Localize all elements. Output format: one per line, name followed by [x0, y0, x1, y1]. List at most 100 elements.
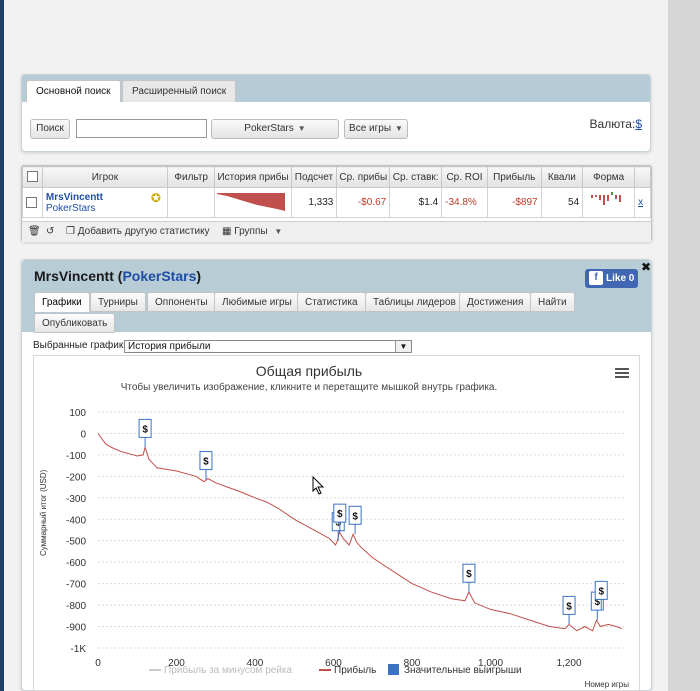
stats-panel: Игрок Фильтр История прибы Подсчет Ср. п… — [21, 165, 652, 242]
col-form[interactable]: Форма — [582, 166, 636, 188]
tab-basic-search[interactable]: Основной поиск — [26, 80, 121, 102]
avg-stake-cell: $1.4 — [389, 187, 443, 218]
tab-tournaments[interactable]: Турниры — [90, 292, 146, 312]
chevron-down-icon: ▼ — [274, 227, 283, 236]
tab-advanced-search[interactable]: Расширенный поиск — [122, 80, 237, 102]
mouse-cursor-icon — [312, 476, 325, 495]
facebook-icon: f — [589, 271, 603, 285]
big-win-flag — [462, 563, 476, 583]
add-stats-button[interactable]: ❐ Добавить другую статистику — [66, 226, 210, 237]
y-tick-label: -800 — [66, 601, 86, 612]
big-win-dollar-icon: $ — [352, 511, 358, 522]
big-win-flag — [333, 503, 347, 523]
profit-chart-svg[interactable]: Общая прибыль Чтобы увеличить изображени… — [34, 356, 639, 690]
col-count[interactable]: Подсчет — [290, 166, 338, 188]
col-qualification[interactable]: Квали — [540, 166, 584, 188]
hamburger-menu-icon[interactable] — [615, 368, 629, 378]
big-win-dollar-icon: $ — [598, 586, 604, 597]
y-tick-label: -100 — [66, 451, 86, 462]
chart-legend: Прибыль за минусом рейка Прибыль Значите… — [149, 664, 522, 676]
tab-graphs[interactable]: Графики — [34, 292, 90, 312]
games-select-value: Все игры — [349, 123, 392, 134]
table-row: MrsVincentt PokerStars ✪ 1,333 -$0.67 $1… — [22, 187, 651, 218]
right-scroll-track[interactable] — [668, 0, 700, 691]
col-profit[interactable]: Прибыль — [486, 166, 542, 188]
form-chart — [591, 192, 622, 205]
row-checkbox[interactable] — [26, 196, 37, 208]
copy-icon: ❐ — [66, 226, 75, 237]
big-win-dollar-icon: $ — [337, 509, 343, 520]
tab-publish[interactable]: Опубликовать — [34, 313, 116, 333]
count-cell: 1,333 — [290, 187, 338, 218]
site-select[interactable]: PokerStars ▼ — [211, 119, 339, 139]
stats-footer: 🗑 ↺ ❐ Добавить другую статистику ▦ Групп… — [22, 221, 651, 242]
tab-leaderboards[interactable]: Таблицы лидеров — [365, 292, 464, 312]
select-all-checkbox-cell — [22, 166, 43, 188]
col-avg-roi[interactable]: Ср. ROI — [441, 166, 488, 188]
search-input[interactable] — [76, 119, 207, 138]
x-tick-label: 200 — [168, 658, 185, 669]
col-profit-history[interactable]: История прибы — [214, 166, 292, 188]
form-cell — [582, 187, 636, 218]
avg-roi-cell: -34.8% — [441, 187, 488, 218]
tab-statistics[interactable]: Статистика — [297, 292, 366, 312]
x-tick-labels: 0 200 400 600 800 1,000 1,200 — [95, 658, 582, 669]
profit-history-cell — [214, 187, 292, 218]
big-win-flag — [348, 505, 362, 525]
stats-table: Игрок Фильтр История прибы Подсчет Ср. п… — [22, 166, 651, 218]
col-avg-stake[interactable]: Ср. ставк: — [389, 166, 443, 188]
x-tick-label: 800 — [404, 658, 421, 669]
legend-item-profit[interactable]: Прибыль — [334, 664, 376, 676]
player-card: MrsVincentt (PokerStars) f Like 0 ✖ Графи… — [21, 259, 652, 691]
table-header-row: Игрок Фильтр История прибы Подсчет Ср. п… — [22, 166, 651, 188]
tab-achievements[interactable]: Достижения — [459, 292, 532, 312]
remove-cell: x — [634, 187, 651, 218]
profit-chart[interactable]: Общая прибыль Чтобы увеличить изображени… — [33, 355, 640, 691]
avg-profit-cell: -$0.67 — [336, 187, 391, 218]
remove-row-link[interactable]: x — [638, 197, 644, 208]
trash-icon[interactable]: 🗑 — [28, 226, 41, 237]
chevron-down-icon: ▼ — [297, 124, 306, 133]
player-card-header: MrsVincentt (PokerStars) f Like 0 ✖ Графи… — [22, 260, 652, 333]
refresh-icon[interactable]: ↺ — [46, 226, 55, 237]
x-tick-label: 600 — [325, 658, 342, 669]
games-select[interactable]: Все игры ▼ — [344, 119, 408, 139]
graph-select[interactable]: История прибыли ▼ — [124, 340, 412, 353]
x-axis-label: Номер игры — [585, 680, 630, 689]
tab-opponents[interactable]: Оппоненты — [147, 292, 216, 312]
chart-subtitle: Чтобы увеличить изображение, кликните и … — [121, 381, 498, 393]
currency-link[interactable]: $ — [635, 117, 642, 131]
big-win-flag — [562, 595, 576, 615]
y-tick-label: -200 — [66, 472, 86, 483]
legend-item-net-profit[interactable]: Прибыль за минусом рейка — [164, 664, 293, 676]
selected-graphs-label: Выбранные графики: — [33, 340, 132, 351]
groups-button[interactable]: ▦ Группы ▼ — [222, 226, 282, 237]
player-site-link[interactable]: PokerStars — [45, 202, 96, 214]
y-tick-label: -400 — [66, 515, 86, 526]
close-icon[interactable]: ✖ — [641, 260, 652, 274]
search-button[interactable]: Поиск — [30, 119, 70, 139]
grid-icon: ▦ — [222, 226, 232, 237]
site-select-value: PokerStars — [244, 123, 294, 134]
groups-label: Группы — [234, 226, 268, 237]
legend-item-big-wins[interactable]: Значительные выигрыши — [404, 665, 522, 676]
big-win-flag — [138, 418, 152, 438]
facebook-like-button[interactable]: f Like 0 — [585, 269, 638, 288]
chevron-down-icon: ▼ — [395, 341, 411, 352]
col-filter[interactable]: Фильтр — [166, 166, 216, 188]
y-tick-label: 0 — [80, 429, 86, 440]
tab-find[interactable]: Найти — [530, 292, 575, 312]
col-player[interactable]: Игрок — [41, 166, 168, 188]
big-win-dollar-icon: $ — [335, 518, 341, 529]
chart-title: Общая прибыль — [256, 363, 362, 379]
series-line-profit — [97, 433, 623, 632]
tab-favorite-games[interactable]: Любимые игры — [214, 292, 300, 312]
y-tick-label: -700 — [66, 580, 86, 591]
chevron-down-icon: ▼ — [395, 124, 403, 133]
player-cell: MrsVincentt PokerStars ✪ — [41, 187, 168, 218]
player-card-site[interactable]: PokerStars — [122, 268, 197, 284]
select-all-checkbox[interactable] — [26, 171, 38, 183]
col-avg-profit[interactable]: Ср. прибы — [336, 166, 391, 188]
y-tick-label: -1K — [70, 644, 86, 655]
player-name-link[interactable]: MrsVincentt — [45, 191, 103, 203]
